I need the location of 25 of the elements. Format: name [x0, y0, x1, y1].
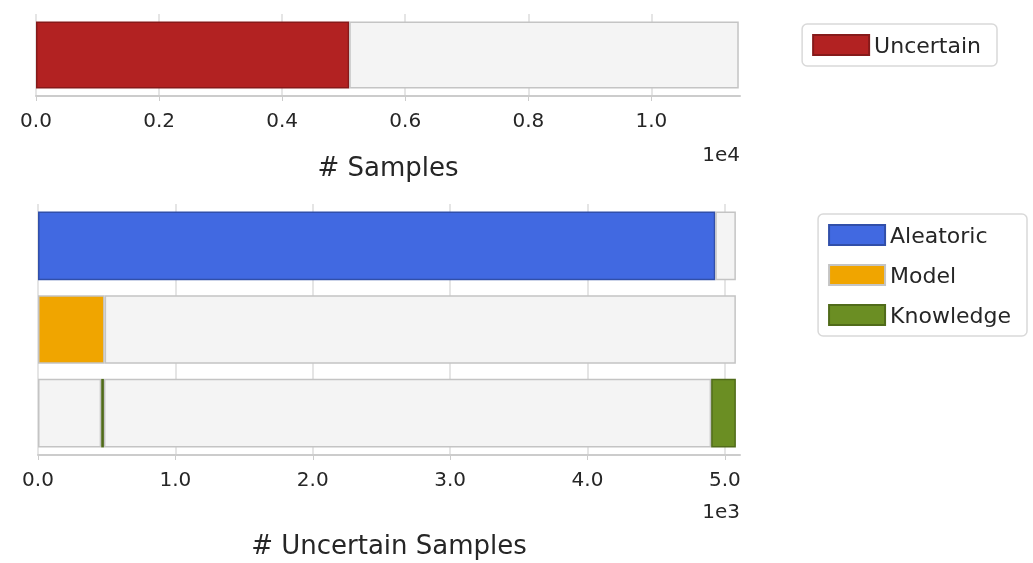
- x-tick-label: 1.0: [635, 108, 668, 132]
- x-tick-label: 0.2: [143, 108, 175, 132]
- x-axis-title: # Samples: [317, 152, 459, 182]
- legend-label: Model: [890, 262, 957, 288]
- bar: [38, 211, 716, 281]
- legend-label: Knowledge: [890, 302, 1011, 328]
- x-tick-label: 2.0: [296, 467, 329, 491]
- text: 1e3: [702, 499, 741, 523]
- bar: [711, 378, 736, 448]
- x-tick-label: 0.6: [389, 108, 422, 132]
- legend-label: Aleatoric: [890, 222, 988, 248]
- x-axis-title: # Uncertain Samples: [251, 530, 527, 560]
- x-tick-label: 1.0: [159, 467, 192, 491]
- x-tick-label: 3.0: [434, 467, 467, 491]
- legend-label: Uncertain: [874, 32, 982, 58]
- bar: [103, 378, 712, 448]
- bar: [715, 211, 736, 281]
- text: 1e4: [702, 142, 741, 166]
- x-tick-label: 0.0: [20, 108, 52, 132]
- x-tick-label: 4.0: [571, 467, 604, 491]
- x-tick-label: 0.4: [266, 108, 299, 132]
- x-tick-label: 5.0: [708, 467, 741, 491]
- bar: [38, 378, 102, 448]
- x-tick-label: 0.0: [22, 467, 54, 491]
- x-tick-label: 0.8: [512, 108, 545, 132]
